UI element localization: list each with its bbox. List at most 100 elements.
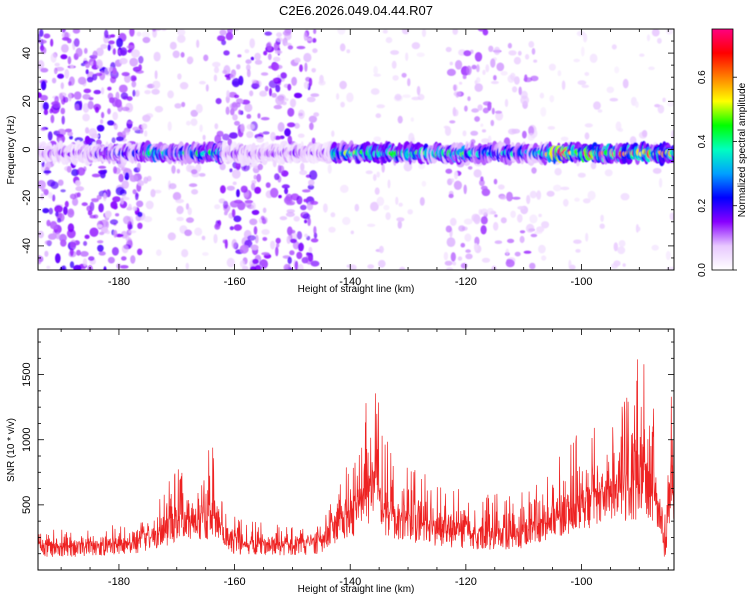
heatmap-noise-cell (128, 230, 137, 234)
heatmap-noise-cell (303, 198, 308, 203)
heatmap-noise-cell (220, 185, 226, 194)
colorbar-ticks: 0.0 0.2 0.4 0.6 (697, 70, 737, 277)
heatmap-noise-cell (604, 169, 613, 177)
heatmap-noise-cell (577, 80, 587, 86)
heatmap-noise-cell (93, 89, 102, 95)
heatmap-noise-cell (254, 59, 263, 65)
heatmap-noise-cell (405, 52, 409, 61)
heatmap-noise-cell (126, 120, 134, 124)
heatmap-noise-cell (240, 185, 248, 193)
heatmap-noise-cell (68, 92, 72, 102)
heatmap-noise-cell (298, 109, 305, 120)
heatmap-noise-cell (252, 258, 259, 265)
heatmap-noise-cell (401, 29, 410, 35)
heatmap-noise-cell (249, 218, 258, 226)
heatmap-noise-cell (290, 238, 297, 244)
heatmap-noise-cell (233, 199, 243, 204)
heatmap-noise-cell (222, 133, 230, 141)
heatmap-noise-cell (172, 50, 180, 59)
snr-series-line (38, 359, 674, 557)
heatmap-noise-cell (88, 128, 97, 138)
chart-title: C2E6.2026.049.04.44.R07 (279, 3, 433, 18)
heatmap-noise-cell (575, 249, 581, 253)
heatmap-noise-cell (112, 196, 121, 203)
heatmap-noise-cell (60, 107, 66, 115)
heatmap-noise-cell (618, 240, 626, 247)
heatmap-noise-cell (464, 233, 472, 242)
heatmap-noise-cell (296, 251, 303, 260)
heatmap-noise-cell (46, 265, 51, 269)
heatmap-noise-cell (286, 209, 295, 214)
heatmap-noise-cell (82, 258, 88, 267)
heatmap-noise-cell (331, 130, 335, 137)
heatmap-noise-cell (276, 243, 280, 248)
heatmap-noise-cell (285, 212, 295, 217)
heatmap-noise-cell (73, 38, 80, 47)
heatmap-noise-cell (226, 90, 230, 98)
snr-y-label: SNR (10 * v/v) (6, 418, 17, 482)
heatmap-noise-cell (490, 80, 499, 85)
heatmap-noise-cell (73, 264, 82, 270)
heatmap-noise-cell (493, 46, 501, 56)
heatmap-noise-cell (250, 182, 256, 191)
heatmap-noise-cell (246, 131, 254, 139)
heatmap-noise-cell (251, 209, 260, 215)
heatmap-noise-cell (285, 98, 289, 102)
heatmap-noise-cell (573, 58, 580, 63)
heatmap-noise-cell (263, 50, 268, 56)
heatmap-noise-cell (246, 123, 255, 130)
heatmap-noise-cell (85, 69, 89, 75)
heatmap-noise-cell (127, 49, 133, 53)
heatmap-noise-cell (61, 115, 65, 125)
heatmap-noise-cell (536, 190, 542, 200)
heatmap-noise-cell (97, 244, 104, 252)
heatmap-noise-cell (485, 64, 490, 73)
heatmap-noise-cell (226, 77, 231, 81)
heatmap-noise-cell (198, 173, 206, 177)
spectrogram-panel: -180 -160 -140 -120 -100 -40 -20 0 20 40 Height … (6, 28, 675, 295)
heatmap-noise-cell (342, 216, 351, 226)
heatmap-noise-cell (373, 66, 378, 75)
heatmap-noise-cell (138, 64, 142, 71)
heatmap-noise-cell (421, 180, 427, 187)
heatmap-noise-cell (303, 31, 308, 41)
heatmap-noise-cell (177, 29, 186, 36)
heatmap-noise-cell (639, 53, 645, 57)
heatmap-noise-cell (541, 255, 547, 261)
heatmap-noise-cell (92, 73, 98, 81)
heatmap-noise-cell (98, 165, 107, 169)
heatmap-noise-cell (467, 96, 471, 102)
heatmap-noise-cell (306, 235, 311, 241)
heatmap-noise-cell (523, 250, 532, 254)
heatmap-noise-cell (241, 99, 251, 105)
spectrogram-y-axis: -40 -20 0 20 40 (21, 28, 674, 271)
heatmap-noise-cell (191, 169, 198, 175)
heatmap-noise-cell (407, 209, 414, 215)
heatmap-noise-cell (261, 218, 267, 225)
heatmap-noise-cell (96, 47, 104, 57)
heatmap-noise-cell (460, 242, 466, 248)
heatmap-noise-cell (460, 262, 468, 269)
heatmap-noise-cell (490, 58, 496, 68)
heatmap-noise-cell (518, 86, 522, 96)
heatmap-noise-cell (302, 189, 311, 193)
heatmap-noise-cell (96, 124, 105, 132)
heatmap-noise-cell (69, 76, 75, 86)
heatmap-noise-cell (528, 41, 535, 48)
heatmap-noise-cell (185, 262, 189, 270)
heatmap-noise-cell (494, 214, 498, 218)
heatmap-noise-cell (245, 59, 252, 64)
heatmap-noise-cell (136, 200, 144, 208)
heatmap-noise-cell (226, 185, 235, 191)
heatmap-noise-cell (38, 34, 41, 43)
heatmap-noise-cell (118, 84, 128, 93)
heatmap-noise-cell (213, 233, 218, 244)
heatmap-noise-cell (154, 105, 164, 113)
heatmap-noise-cell (470, 130, 479, 136)
heatmap-noise-cell (303, 52, 312, 63)
heatmap-noise-cell (310, 238, 319, 243)
heatmap-noise-cell (132, 89, 136, 97)
heatmap-noise-cell (94, 106, 100, 113)
heatmap-noise-cell (463, 184, 467, 195)
heatmap-noise-cell (40, 193, 44, 200)
